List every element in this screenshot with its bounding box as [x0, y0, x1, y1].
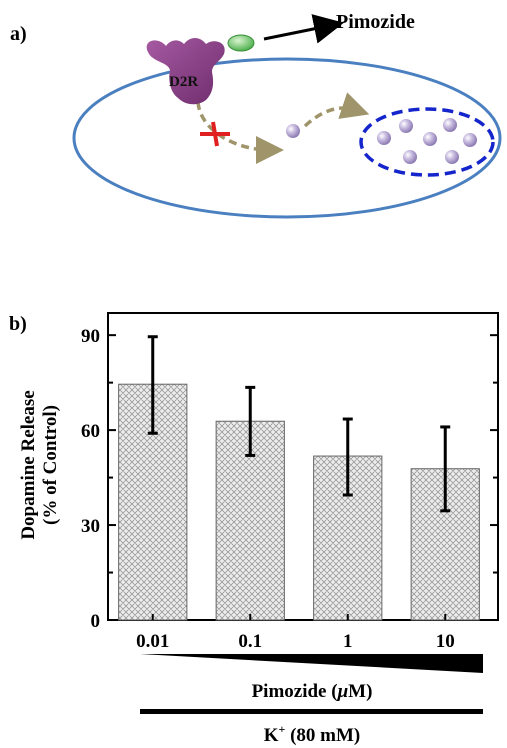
- y-axis-label-line2: (% of Control): [40, 405, 61, 525]
- y-tick-label: 0: [91, 611, 101, 632]
- dopamine-molecule-icon: [403, 150, 417, 164]
- y-tick-label: 30: [81, 516, 100, 537]
- y-tick-label: 90: [81, 326, 100, 347]
- x-tick-label: 10: [436, 631, 455, 652]
- drug-pointer-arrow: [263, 14, 344, 44]
- dopamine-molecule-icon: [463, 133, 477, 147]
- receptor-label: D2R: [169, 74, 198, 90]
- y-tick-label: 60: [81, 421, 100, 442]
- dopamine-molecule-icon: [443, 118, 457, 132]
- x-tick-label: 0.01: [136, 631, 169, 652]
- panel-b-label: b): [9, 313, 27, 335]
- dopamine-molecule-icon: [423, 132, 437, 146]
- pimozide-drug-icon: [227, 34, 255, 52]
- dopamine-molecule-icon: [445, 150, 459, 164]
- d2r-receptor-icon: [146, 38, 225, 105]
- transport-arrow: [303, 92, 370, 128]
- x-tick-label: 1: [343, 631, 353, 652]
- y-axis-label-line1: Dopamine Release: [18, 390, 39, 539]
- dopamine-molecule-icon: [286, 124, 300, 138]
- potassium-bar: [140, 709, 483, 714]
- dopamine-molecule-icon: [399, 119, 413, 133]
- x-tick-label: 0.1: [238, 631, 262, 652]
- panel-a: a) D2R Pi: [10, 11, 502, 219]
- bar-chart: 0 30 60 90 0.01 0.1 1 10: [81, 312, 499, 652]
- dopamine-molecule-icon: [377, 131, 391, 145]
- drug-label: Pimozide: [336, 11, 415, 33]
- blocked-signal-arrow: [196, 101, 284, 164]
- block-cross-icon: [200, 121, 230, 147]
- dopamine-molecules: [377, 118, 477, 164]
- dose-gradient-wedge: [140, 654, 483, 673]
- panel-a-label: a): [10, 23, 27, 45]
- plot-frame: [107, 312, 499, 621]
- potassium-label: K+ (80 mM): [264, 722, 361, 746]
- panel-b: b) Dopamine Release (% of Control) 0 30 60…: [9, 312, 499, 746]
- cell-membrane: [72, 57, 502, 219]
- vesicle-icon: [359, 107, 495, 177]
- dose-axis-label: Pimozide (μM): [252, 681, 373, 702]
